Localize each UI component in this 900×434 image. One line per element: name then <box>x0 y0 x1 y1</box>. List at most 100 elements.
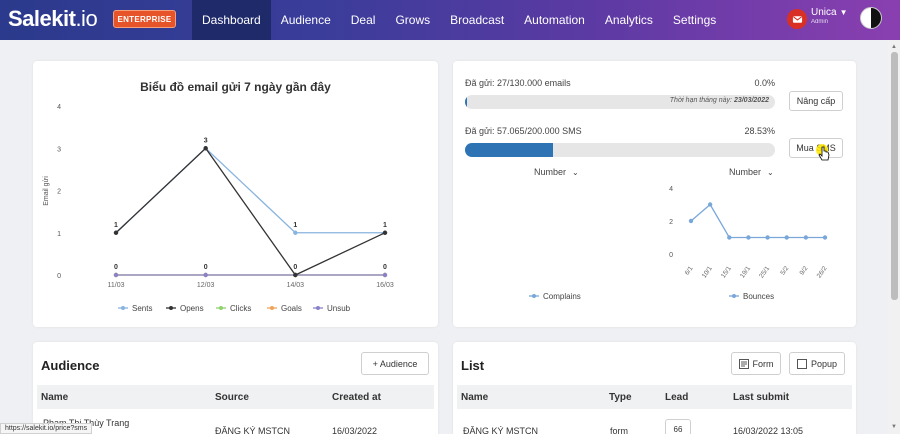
menu-dashboard[interactable]: Dashboard <box>192 0 271 40</box>
logo-main: Salekit <box>8 6 76 31</box>
data-point-opens <box>203 146 208 151</box>
scroll-up-arrow-icon[interactable]: ▲ <box>891 44 897 50</box>
y-tick-label: 4 <box>57 104 61 111</box>
popup-button[interactable]: Popup <box>789 352 845 375</box>
x-tick-label: 14/03 <box>287 282 305 289</box>
legend-label-unsub: Unsub <box>327 304 351 313</box>
y-axis-label: Email gửi <box>42 176 50 206</box>
data-label: 1 <box>383 222 387 229</box>
email-chart-card: Biểu đồ email gửi 7 ngày gần đây Email g… <box>33 61 438 327</box>
legend-label-bounces: Bounces <box>743 292 774 301</box>
pointer-cursor-icon <box>818 146 830 161</box>
menu-deal[interactable]: Deal <box>350 13 376 27</box>
col-created: Created at <box>332 392 381 403</box>
data-point-unsub <box>382 272 388 278</box>
data-point-bounces <box>688 218 694 224</box>
extension-icon[interactable] <box>860 7 882 29</box>
audience-row-created: 16/03/2022 <box>332 426 378 434</box>
expiry-note: Thời hạn tháng này: 23/03/2022 <box>669 97 769 104</box>
mail-icon <box>792 15 802 23</box>
legend-marker-clicks <box>219 306 223 310</box>
legend-marker-goals <box>270 306 274 310</box>
audience-table-header: Name Source Created at <box>37 385 434 409</box>
user-menu[interactable]: Unica ▼ Admin <box>787 7 848 29</box>
sms-sent-label: Đã gửi: 57.065/200.000 SMS <box>465 126 582 136</box>
legend-label-clicks: Clicks <box>230 304 251 313</box>
y-tick-label: 4 <box>669 186 673 193</box>
data-point-bounces <box>765 235 770 240</box>
x-tick-label: 19/1 <box>739 265 752 280</box>
caret-down-icon: ▼ <box>839 8 848 17</box>
y-tick-label: 1 <box>57 231 61 238</box>
add-audience-button[interactable]: + Audience <box>361 352 429 375</box>
scroll-thumb[interactable] <box>891 52 898 300</box>
sms-usage-fill <box>465 143 554 157</box>
series-line-sents <box>115 147 385 234</box>
data-label-zero: 0 <box>204 264 208 271</box>
data-label: 3 <box>204 137 208 144</box>
menu-grows[interactable]: Grows <box>395 13 431 27</box>
chevron-down-icon: ⌄ <box>767 167 774 177</box>
col-name: Name <box>41 392 69 403</box>
legend-label-goals: Goals <box>281 304 302 313</box>
legend-marker-opens <box>169 306 173 310</box>
bounces-metric-select[interactable]: Number ⌄ <box>729 167 774 177</box>
main-menu: Dashboard Audience Deal Grows Broadcast … <box>192 0 726 40</box>
y-tick-label: 0 <box>57 273 61 280</box>
data-point-opens <box>113 230 119 235</box>
logo-suffix: .io <box>75 6 98 31</box>
list-table-header: Name Type Lead Last submit <box>457 385 852 409</box>
email-sent-percent: 0.0% <box>754 78 775 88</box>
x-tick-label: 16/03 <box>376 282 394 289</box>
data-label: 1 <box>293 222 297 229</box>
x-tick-label: 26/2 <box>816 265 829 280</box>
complains-metric-select[interactable]: Number ⌄ <box>534 167 579 177</box>
legend-marker-unsub <box>316 306 320 310</box>
list-row-lead[interactable]: 66 <box>665 419 691 434</box>
sms-usage-bar <box>465 143 775 157</box>
x-tick-label: 9/2 <box>799 265 810 277</box>
series-line-bounces <box>690 203 825 239</box>
menu-broadcast[interactable]: Broadcast <box>450 13 505 27</box>
user-name: Unica <box>811 7 837 18</box>
audience-title: Audience <box>41 358 100 373</box>
email-usage-fill <box>465 95 467 109</box>
data-point-opens <box>382 230 388 235</box>
data-point-bounces <box>784 235 789 240</box>
email-sent-label: Đã gửi: 27/130.000 emails <box>465 78 571 88</box>
bounces-line-chart: 0 2 4 6/1 10/1 15/1 19/1 25/1 5/2 9/2 26/2 Complain… <box>529 186 829 301</box>
x-tick-label: 5/2 <box>779 265 790 277</box>
y-tick-label: 2 <box>57 189 61 196</box>
scroll-down-arrow-icon[interactable]: ▼ <box>891 424 897 430</box>
col-lead: Lead <box>665 392 689 403</box>
list-row-last-submit: 16/03/2022 13:05 <box>733 426 804 434</box>
list-card: List Form Popup Name Type Lead Last subm… <box>453 342 856 434</box>
select-right-value: Number <box>729 167 762 177</box>
data-point-bounces <box>803 235 809 240</box>
list-row-name[interactable]: ĐĂNG KÝ MSTCN <box>463 426 539 434</box>
menu-audience[interactable]: Audience <box>280 13 331 27</box>
user-role: Admin <box>811 19 829 25</box>
sms-sent-percent: 28.53% <box>744 126 775 136</box>
select-left-value: Number <box>534 167 567 177</box>
menu-analytics[interactable]: Analytics <box>604 13 653 27</box>
data-point-bounces <box>727 235 732 240</box>
menu-settings[interactable]: Settings <box>672 13 717 27</box>
data-point-unsub <box>203 272 208 278</box>
x-tick-label: 11/03 <box>108 282 125 289</box>
legend-marker-sents <box>121 306 125 310</box>
menu-automation[interactable]: Automation <box>524 13 585 27</box>
form-button[interactable]: Form <box>731 352 781 375</box>
x-tick-label: 6/1 <box>684 265 695 277</box>
col-source: Source <box>215 392 249 403</box>
data-label-zero: 0 <box>114 264 118 271</box>
form-label: Form <box>752 358 774 369</box>
x-tick-label: 15/1 <box>720 265 733 280</box>
top-navbar: Salekit.io ENTERPRISE Dashboard Audience… <box>0 0 900 40</box>
upgrade-button[interactable]: Nâng cấp <box>789 91 843 111</box>
col-name: Name <box>461 392 489 403</box>
legend-marker-bounces <box>732 294 736 298</box>
chevron-down-icon: ⌄ <box>572 167 579 177</box>
x-tick-label: 12/03 <box>197 282 215 289</box>
salekit-logo[interactable]: Salekit.io <box>8 6 98 32</box>
